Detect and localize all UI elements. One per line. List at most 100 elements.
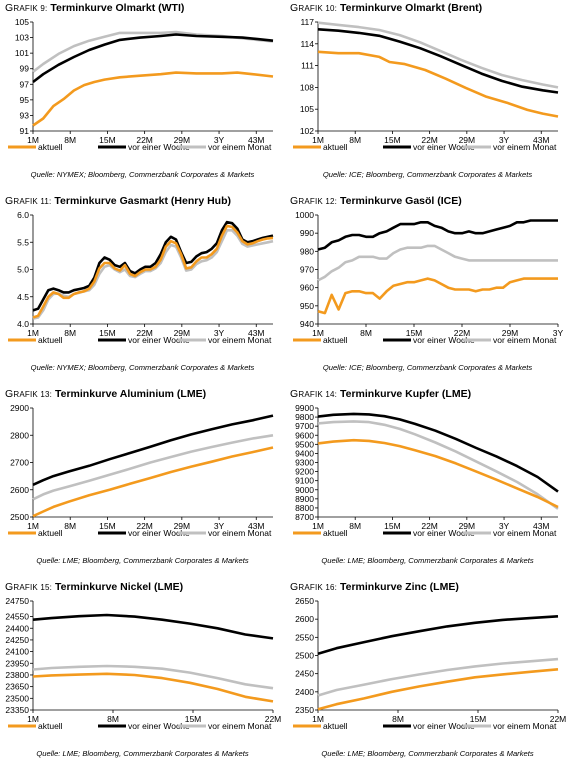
series-line-vor-einer-Woche — [317, 28, 559, 94]
legend-label: aktuell — [38, 528, 63, 538]
y-tick-label: 990 — [300, 228, 314, 238]
chart-source: Quelle: NYMEX; Bloomberg, Commerzbank Co… — [30, 170, 255, 179]
legend-label: vor einer Woche — [413, 721, 475, 731]
chart-title-text: Terminkurve Gasöl (ICE) — [337, 195, 462, 207]
x-tick-label: 22M — [550, 714, 567, 724]
x-tick-label: 43M — [248, 135, 265, 145]
x-tick-label: 22M — [136, 328, 153, 338]
y-tick-label: 9000 — [295, 485, 314, 495]
y-tick-label: 1000 — [295, 210, 314, 220]
y-tick-label: 2350 — [295, 705, 314, 715]
y-tick-label: 2450 — [295, 669, 314, 679]
series-line-vor-einem-Monat — [32, 664, 274, 690]
legend-label: aktuell — [38, 335, 63, 345]
chart-source: Quelle: NYMEX; Bloomberg, Commerzbank Co… — [30, 363, 255, 372]
chart-title: GRAFIK 12: Terminkurve Gasöl (ICE) — [290, 195, 462, 207]
y-tick-label: 2550 — [295, 632, 314, 642]
x-tick-label: 29M — [174, 521, 191, 531]
x-tick-label: 15M — [99, 135, 116, 145]
y-tick-label: 103 — [15, 33, 29, 43]
chart-number: GRAFIK 12: — [290, 195, 338, 207]
series-line-aktuell — [32, 672, 274, 703]
x-tick-label: 8M — [64, 521, 76, 531]
y-tick-label: 980 — [300, 246, 314, 256]
x-tick-label: 15M — [384, 135, 401, 145]
legend-label: vor einem Monat — [208, 335, 272, 345]
y-tick-label: 114 — [300, 39, 314, 49]
y-tick-label: 2500 — [295, 651, 314, 661]
series-line-vor-einem-Monat — [32, 434, 274, 501]
x-tick-label: 1M — [312, 328, 324, 338]
y-tick-label: 8900 — [295, 494, 314, 504]
legend-label: vor einem Monat — [208, 142, 272, 152]
chart-number: GRAFIK 11: — [5, 195, 52, 207]
x-tick-label: 1M — [312, 521, 324, 531]
y-tick-label: 105 — [300, 104, 314, 114]
x-tick-label: 8M — [349, 521, 361, 531]
y-tick-label: 8700 — [295, 512, 314, 522]
x-tick-label: 29M — [174, 328, 191, 338]
legend-label: aktuell — [323, 142, 348, 152]
series-line-vor-einer-Woche — [32, 613, 274, 640]
x-tick-label: 1M — [312, 135, 324, 145]
legend-label: vor einer Woche — [128, 142, 190, 152]
chart-title: GRAFIK 11: Terminkurve Gasmarkt (Henry H… — [5, 195, 231, 207]
chart-title-text: Terminkurve Olmarkt (WTI) — [47, 2, 185, 14]
y-tick-label: 9500 — [295, 439, 314, 449]
chart-plot: 91 93 95 97 99 101 103 105 1M 8M 15M 22M 29M 3Y 43M akt… — [8, 17, 274, 152]
y-tick-label: 5.5 — [17, 237, 29, 247]
y-tick-label: 93 — [20, 110, 30, 120]
chart-number: GRAFIK 13: — [5, 388, 53, 400]
y-tick-label: 2650 — [295, 596, 314, 606]
series-line-aktuell — [32, 446, 274, 518]
chart-title-text: Terminkurve Gasmarkt (Henry Hub) — [51, 195, 232, 207]
legend-label: vor einem Monat — [493, 335, 557, 345]
y-tick-label: 9900 — [295, 403, 314, 413]
y-tick-label: 9100 — [295, 476, 314, 486]
legend-label: vor einer Woche — [413, 335, 475, 345]
x-tick-label: 22M — [265, 714, 282, 724]
legend-label: vor einer Woche — [413, 528, 475, 538]
y-tick-label: 2600 — [10, 485, 29, 495]
chart-panel-11: GRAFIK 11: Terminkurve Gasmarkt (Henry H… — [0, 193, 285, 386]
x-tick-label: 22M — [136, 135, 153, 145]
legend-label: vor einem Monat — [208, 721, 272, 731]
y-tick-label: 4.5 — [17, 292, 29, 302]
y-tick-label: 9400 — [295, 448, 314, 458]
series-line-aktuell — [32, 224, 274, 319]
chart-panel-15: GRAFIK 15: Terminkurve Nickel (LME) 23350… — [0, 579, 285, 772]
chart-panel-16: GRAFIK 16: Terminkurve Zinc (LME) 2350 240… — [285, 579, 570, 772]
legend-label: aktuell — [323, 335, 348, 345]
chart-source: Quelle: LME; Bloomberg, Commerzbank Corp… — [321, 556, 534, 565]
chart-panel-14: GRAFIK 14: Terminkurve Kupfer (LME) 8700 8… — [285, 386, 570, 579]
legend-label: vor einer Woche — [128, 335, 190, 345]
chart-title-text: Terminkurve Zinc (LME) — [337, 581, 459, 593]
x-tick-label: 29M — [502, 328, 519, 338]
series-line-vor-einem-Monat — [317, 244, 558, 282]
y-tick-label: 9300 — [295, 458, 314, 468]
x-tick-label: 3Y — [553, 328, 564, 338]
chart-title: GRAFIK 15: Terminkurve Nickel (LME) — [5, 581, 183, 593]
x-tick-label: 8M — [349, 135, 361, 145]
y-tick-label: 970 — [300, 265, 314, 275]
legend-label: aktuell — [38, 142, 63, 152]
series-line-vor-einer-Woche — [317, 615, 559, 655]
x-tick-label: 15M — [99, 521, 116, 531]
x-tick-label: 22M — [421, 521, 438, 531]
legend-label: aktuell — [38, 721, 63, 731]
x-tick-label: 43M — [533, 135, 550, 145]
legend-label: vor einer Woche — [128, 528, 190, 538]
x-tick-label: 22M — [136, 521, 153, 531]
chart-plot: 2350 2400 2450 2500 2550 2600 2650 1M 8M 15M 22M ak… — [293, 596, 567, 731]
chart-panel-13: GRAFIK 13: Terminkurve Aluminium (LME) 25… — [0, 386, 285, 579]
x-tick-label: 43M — [533, 521, 550, 531]
series-line-vor-einem-Monat — [317, 420, 559, 510]
chart-title: GRAFIK 16: Terminkurve Zinc (LME) — [290, 581, 459, 593]
y-tick-label: 9600 — [295, 430, 314, 440]
chart-number: GRAFIK 16: — [290, 581, 338, 593]
x-tick-label: 1M — [27, 714, 39, 724]
legend-label: vor einem Monat — [493, 142, 557, 152]
y-tick-label: 24100 — [5, 647, 29, 657]
y-tick-label: 108 — [300, 82, 314, 92]
